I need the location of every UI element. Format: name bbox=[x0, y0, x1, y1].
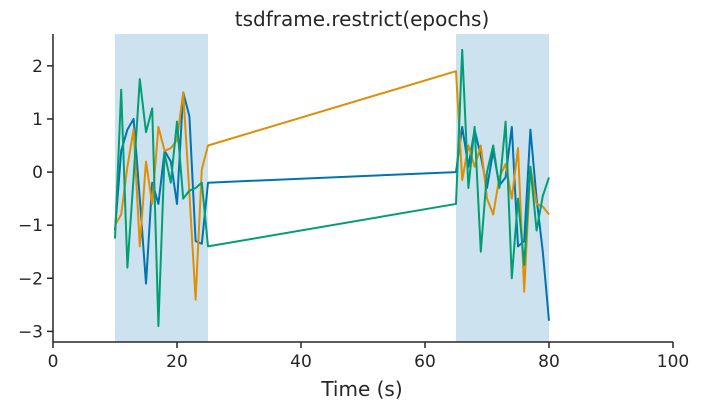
y-tick-label: −1 bbox=[18, 216, 43, 236]
y-tick-label: 1 bbox=[32, 110, 43, 130]
x-ticks: 0 20 40 60 80 100 bbox=[48, 342, 689, 372]
series-line-2 bbox=[114, 70, 550, 301]
y-tick-label: 0 bbox=[32, 163, 43, 183]
y-tick-label: 2 bbox=[32, 57, 43, 77]
x-tick-label: 80 bbox=[538, 352, 560, 372]
x-tick-label: 20 bbox=[166, 352, 188, 372]
x-tick-label: 60 bbox=[414, 352, 436, 372]
x-tick-label: 40 bbox=[290, 352, 312, 372]
axes bbox=[52, 34, 673, 343]
y-tick-label: −2 bbox=[18, 269, 43, 289]
chart-title: tsdframe.restrict(epochs) bbox=[235, 7, 490, 31]
y-ticks: −3 −2 −1 0 1 2 bbox=[18, 57, 53, 342]
x-tick-label: 0 bbox=[48, 352, 59, 372]
series-line-1 bbox=[114, 91, 550, 321]
epochs-layer bbox=[115, 34, 549, 342]
series-layer bbox=[114, 48, 550, 328]
series-line-3 bbox=[114, 48, 550, 328]
y-tick-label: −3 bbox=[18, 322, 43, 342]
x-tick-label: 100 bbox=[657, 352, 689, 372]
x-axis-label: Time (s) bbox=[320, 377, 402, 401]
